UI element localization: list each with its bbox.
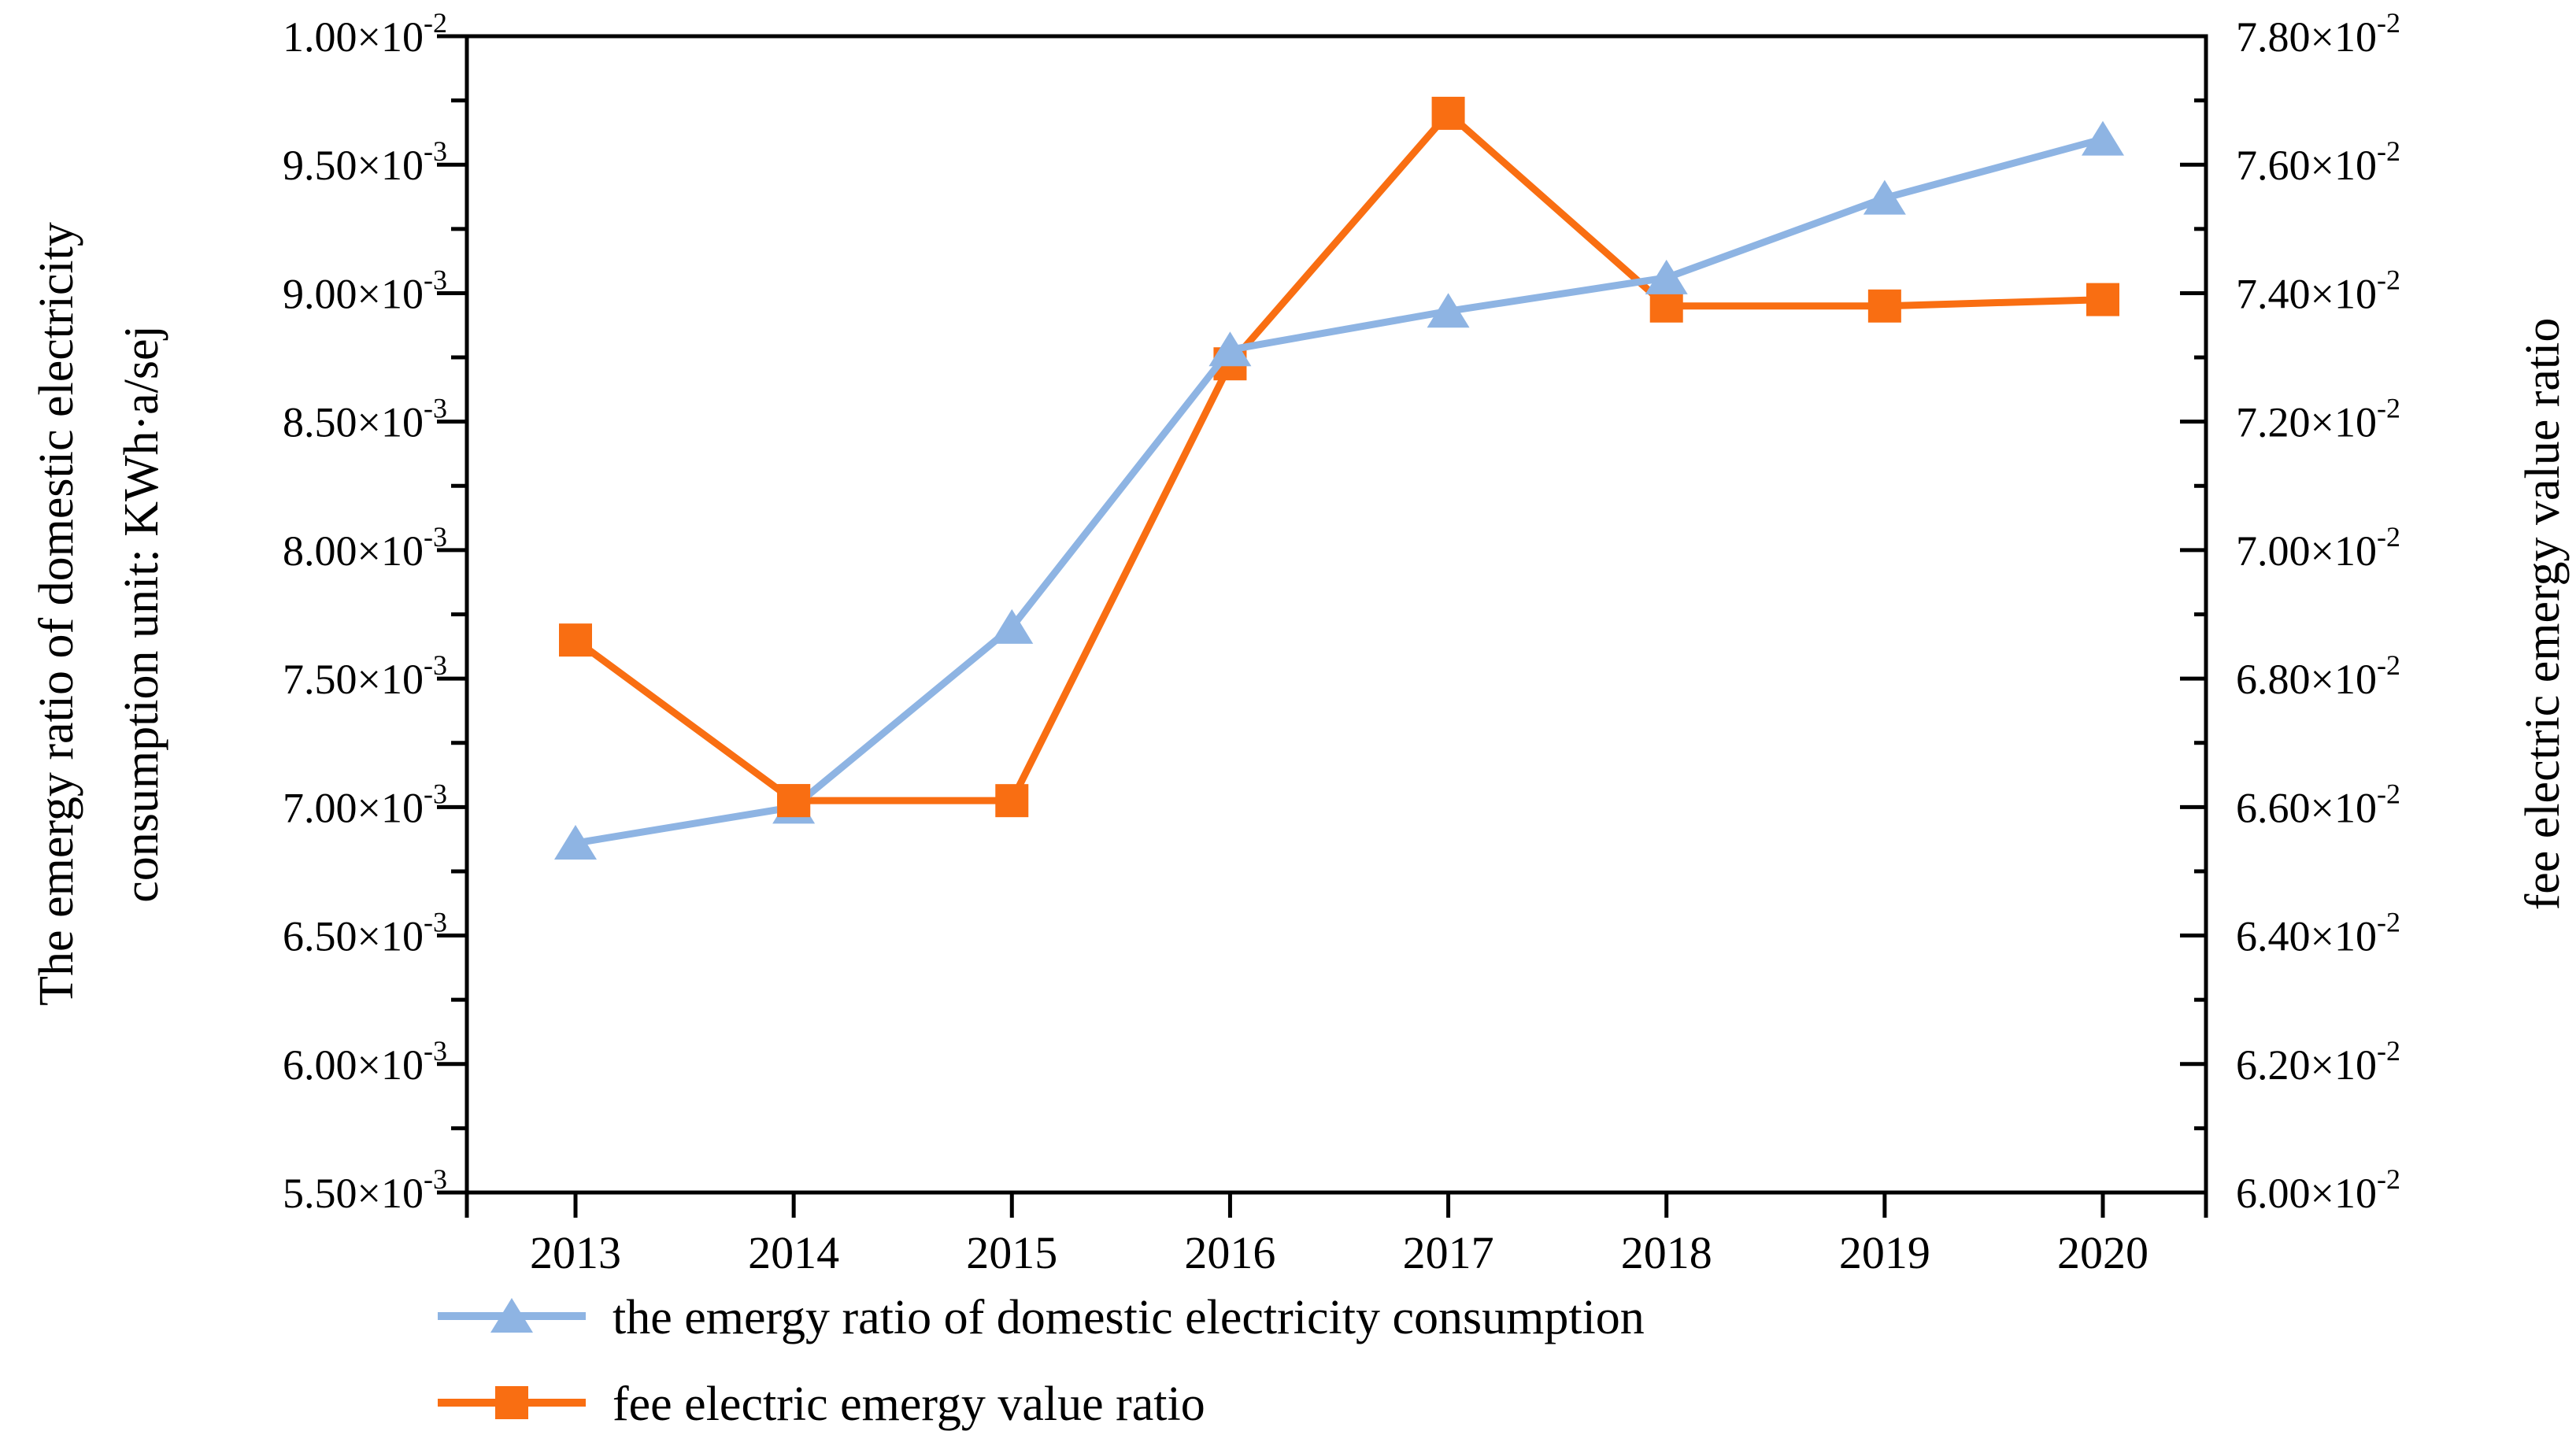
plot-frame	[464, 34, 2208, 1195]
right-axis-tick-label: 7.60×10-2	[2236, 135, 2400, 189]
x-axis-tick-label: 2014	[748, 1227, 839, 1278]
data-point-triangle	[1427, 293, 1470, 328]
right-axis-tick-label: 6.60×10-2	[2236, 778, 2400, 831]
data-point-square	[777, 784, 811, 818]
series-line-emergy-ratio	[575, 135, 2104, 847]
data-point-square	[995, 784, 1029, 818]
legend-marker-triangle	[490, 1298, 533, 1333]
left-axis-tick-label: 6.00×10-3	[283, 1035, 447, 1089]
right-axis-tick-label: 7.80×10-2	[2236, 7, 2400, 61]
left-axis-tick-label: 1.00×10-2	[283, 7, 447, 61]
x-axis-tick-label: 2013	[530, 1227, 621, 1278]
left-axis-tick-label: 7.50×10-3	[283, 649, 447, 703]
x-axis-tick-label: 2015	[966, 1227, 1057, 1278]
right-axis-tick-label: 7.20×10-2	[2236, 393, 2400, 446]
left-axis-tick-label: 7.00×10-3	[283, 778, 447, 831]
legend-marker-square	[495, 1386, 528, 1419]
left-axis-tick-label: 8.50×10-3	[283, 393, 447, 446]
right-axis-tick-label: 6.20×10-2	[2236, 1035, 2400, 1089]
x-axis-tick-label: 2020	[2057, 1227, 2149, 1278]
right-axis-tick-label: 6.40×10-2	[2236, 907, 2400, 960]
right-axis-tick-label: 7.40×10-2	[2236, 264, 2400, 317]
data-point-square	[1431, 96, 1465, 130]
right-axis-title: fee electric emergy value ratio	[2516, 318, 2570, 911]
data-point-triangle	[1863, 179, 1906, 215]
left-axis-tick-label: 9.00×10-3	[283, 264, 447, 317]
data-point-triangle	[2082, 120, 2124, 156]
plot-generated-content: 1.00×10-2 7.80×10-2 9.50×10-3 7.60×10-2 9.00…	[283, 7, 2400, 1419]
left-axis-tick-label: 8.00×10-3	[283, 521, 447, 575]
left-axis-tick-label: 5.50×10-3	[283, 1163, 447, 1217]
legend-label-series-1: fee electric emergy value ratio	[613, 1377, 1205, 1431]
x-axis-tick-label: 2018	[1621, 1227, 1712, 1278]
data-point-triangle	[1645, 259, 1688, 294]
x-axis-tick-label: 2017	[1403, 1227, 1494, 1278]
series-line-fee-ratio	[573, 108, 2104, 804]
x-axis-tick-label: 2016	[1184, 1227, 1275, 1278]
legend-label-series-0: the emergy ratio of domestic electricity…	[613, 1291, 1645, 1344]
left-axis-title-line-1: The emergy ratio of domestic electricity	[30, 222, 83, 1006]
data-point-square	[1867, 289, 1901, 323]
data-point-triangle	[1208, 331, 1252, 367]
right-axis-tick-label: 7.00×10-2	[2236, 521, 2400, 575]
left-axis-tick-label: 9.50×10-3	[283, 135, 447, 189]
right-axis-tick-label: 6.00×10-2	[2236, 1163, 2400, 1217]
data-point-triangle	[990, 608, 1034, 644]
x-axis-tick-label: 2019	[1839, 1227, 1930, 1278]
data-point-triangle	[554, 825, 597, 860]
data-point-square	[2086, 283, 2119, 316]
data-point-square	[559, 623, 592, 657]
data-point-square	[1649, 289, 1683, 323]
left-axis-title-line-2: consumption unit: KWh·a/sej	[115, 325, 168, 903]
left-axis-tick-label: 6.50×10-3	[283, 907, 447, 960]
right-axis-tick-label: 6.80×10-2	[2236, 649, 2400, 703]
